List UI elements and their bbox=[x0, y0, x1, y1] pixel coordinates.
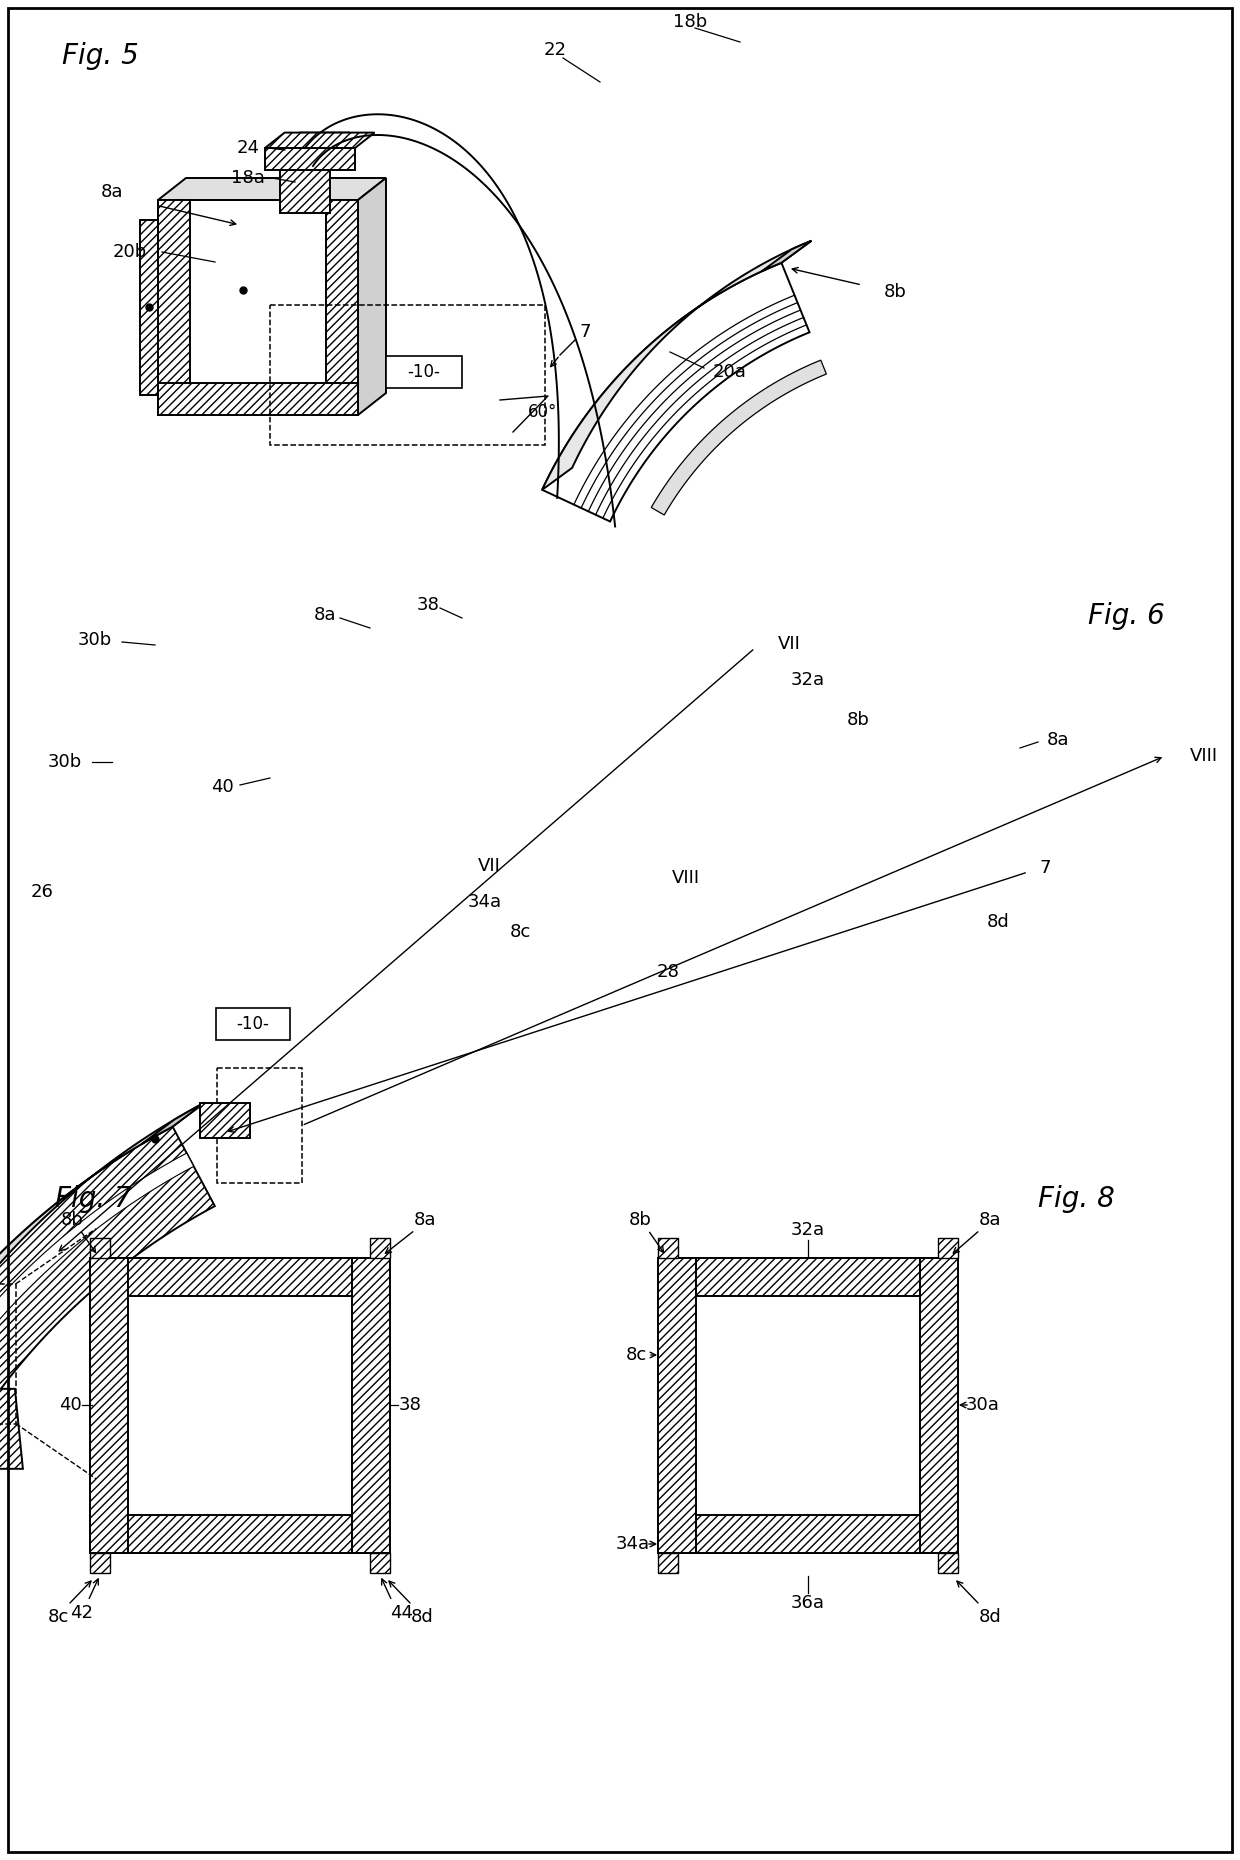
Text: 8a: 8a bbox=[978, 1211, 1001, 1229]
Text: 8a: 8a bbox=[1047, 731, 1069, 750]
Polygon shape bbox=[157, 179, 386, 201]
Text: 30b: 30b bbox=[78, 631, 112, 649]
Polygon shape bbox=[658, 1239, 678, 1257]
FancyBboxPatch shape bbox=[386, 355, 463, 389]
Polygon shape bbox=[326, 201, 358, 415]
Polygon shape bbox=[761, 240, 811, 272]
Text: 32a: 32a bbox=[791, 671, 825, 688]
Text: 8c: 8c bbox=[510, 923, 531, 941]
Polygon shape bbox=[91, 1257, 128, 1553]
Text: Fig. 6: Fig. 6 bbox=[1089, 603, 1166, 631]
Text: 34a: 34a bbox=[467, 893, 502, 911]
Text: 20a: 20a bbox=[713, 363, 746, 381]
Text: 40: 40 bbox=[58, 1397, 82, 1414]
Text: 28: 28 bbox=[656, 963, 680, 980]
Polygon shape bbox=[91, 1239, 110, 1257]
Text: 8b: 8b bbox=[884, 283, 906, 301]
Text: 38: 38 bbox=[398, 1397, 422, 1414]
Polygon shape bbox=[352, 1257, 391, 1553]
Text: VII: VII bbox=[777, 634, 801, 653]
Polygon shape bbox=[91, 1257, 391, 1553]
Text: 44: 44 bbox=[391, 1603, 413, 1622]
Text: 8d: 8d bbox=[987, 913, 1009, 932]
FancyBboxPatch shape bbox=[216, 1008, 290, 1040]
Text: 24: 24 bbox=[237, 140, 259, 156]
Polygon shape bbox=[658, 1516, 959, 1553]
Text: 8b: 8b bbox=[61, 1211, 83, 1229]
Text: 26: 26 bbox=[31, 884, 53, 900]
Polygon shape bbox=[265, 149, 355, 169]
Polygon shape bbox=[91, 1257, 391, 1296]
Text: 34a: 34a bbox=[616, 1534, 650, 1553]
Text: 38: 38 bbox=[417, 595, 439, 614]
Text: 42: 42 bbox=[71, 1603, 93, 1622]
Polygon shape bbox=[658, 1553, 678, 1574]
Text: 8d: 8d bbox=[410, 1609, 433, 1626]
Polygon shape bbox=[91, 1516, 391, 1553]
Text: 20b: 20b bbox=[113, 244, 148, 260]
Polygon shape bbox=[140, 219, 157, 394]
Text: 8a: 8a bbox=[414, 1211, 436, 1229]
Text: Fig. 5: Fig. 5 bbox=[62, 43, 139, 71]
Polygon shape bbox=[157, 201, 358, 415]
Text: Fig. 7: Fig. 7 bbox=[55, 1185, 131, 1213]
Polygon shape bbox=[91, 1553, 110, 1574]
Polygon shape bbox=[542, 240, 811, 489]
Text: 18b: 18b bbox=[673, 13, 707, 32]
Polygon shape bbox=[658, 1257, 696, 1553]
Text: 8a: 8a bbox=[100, 182, 123, 201]
Polygon shape bbox=[0, 1389, 22, 1469]
Polygon shape bbox=[542, 262, 810, 521]
Polygon shape bbox=[265, 132, 374, 149]
Text: VIII: VIII bbox=[672, 869, 701, 887]
Text: 32a: 32a bbox=[791, 1220, 825, 1239]
Text: 36a: 36a bbox=[791, 1594, 825, 1613]
Text: -10-: -10- bbox=[237, 1016, 269, 1032]
Polygon shape bbox=[937, 1239, 959, 1257]
Text: 18a: 18a bbox=[231, 169, 265, 188]
Polygon shape bbox=[370, 1239, 391, 1257]
Text: 22: 22 bbox=[543, 41, 567, 60]
Polygon shape bbox=[157, 383, 358, 415]
Polygon shape bbox=[937, 1553, 959, 1574]
Text: VIII: VIII bbox=[1190, 748, 1218, 764]
Text: 8c: 8c bbox=[47, 1609, 68, 1626]
Polygon shape bbox=[280, 149, 330, 214]
Polygon shape bbox=[0, 1153, 193, 1588]
Polygon shape bbox=[157, 201, 190, 415]
Text: 30b: 30b bbox=[48, 753, 82, 772]
Polygon shape bbox=[658, 1257, 959, 1553]
Text: 7: 7 bbox=[579, 324, 590, 340]
Text: 60°: 60° bbox=[528, 404, 558, 420]
Polygon shape bbox=[143, 1103, 205, 1144]
Polygon shape bbox=[0, 1103, 205, 1575]
Text: VII: VII bbox=[477, 857, 501, 874]
Text: 8d: 8d bbox=[978, 1609, 1002, 1626]
Polygon shape bbox=[358, 179, 386, 415]
Polygon shape bbox=[200, 1103, 249, 1138]
Text: Fig. 8: Fig. 8 bbox=[1038, 1185, 1115, 1213]
Text: 30a: 30a bbox=[966, 1397, 999, 1414]
Polygon shape bbox=[280, 132, 350, 149]
Text: 40: 40 bbox=[211, 777, 233, 796]
Polygon shape bbox=[0, 1127, 215, 1601]
Text: 7: 7 bbox=[1039, 859, 1050, 878]
Polygon shape bbox=[658, 1257, 959, 1296]
Text: 8c: 8c bbox=[625, 1347, 646, 1363]
Polygon shape bbox=[370, 1553, 391, 1574]
Polygon shape bbox=[920, 1257, 959, 1553]
Text: 8b: 8b bbox=[629, 1211, 651, 1229]
Text: 8b: 8b bbox=[847, 711, 869, 729]
Text: 8a: 8a bbox=[314, 606, 336, 623]
Polygon shape bbox=[651, 361, 826, 515]
Text: -10-: -10- bbox=[408, 363, 440, 381]
